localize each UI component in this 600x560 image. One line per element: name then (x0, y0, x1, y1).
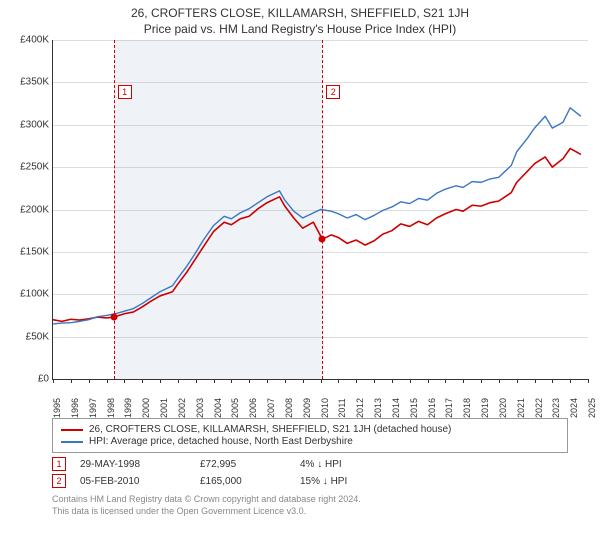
x-axis-label: 2019 (480, 398, 490, 418)
legend-label: HPI: Average price, detached house, Nort… (89, 436, 353, 447)
x-axis-label: 2003 (195, 398, 205, 418)
y-axis-label: £0 (3, 374, 49, 385)
x-axis-label: 2015 (409, 398, 419, 418)
footnote-price: £72,995 (200, 459, 300, 470)
x-axis-label: 2018 (462, 398, 472, 418)
credits-line: This data is licensed under the Open Gov… (52, 506, 588, 518)
y-axis-label: £150K (3, 246, 49, 257)
x-axis-label: 2024 (569, 398, 579, 418)
x-axis-label: 2005 (230, 398, 240, 418)
legend-swatch (61, 429, 83, 431)
footnote-price: £165,000 (200, 476, 300, 487)
x-axis-label: 2013 (373, 398, 383, 418)
legend-item: 26, CROFTERS CLOSE, KILLAMARSH, SHEFFIEL… (61, 424, 559, 435)
x-axis-label: 2022 (534, 398, 544, 418)
x-tick (588, 379, 589, 383)
y-axis-label: £300K (3, 119, 49, 130)
x-axis-label: 2011 (337, 398, 347, 417)
y-axis-label: £50K (3, 331, 49, 342)
credits: Contains HM Land Registry data © Crown c… (52, 494, 588, 517)
marker-line (322, 40, 323, 379)
x-axis-label: 2002 (177, 398, 187, 418)
x-axis-label: 2006 (248, 398, 258, 418)
x-axis-label: 2001 (159, 398, 169, 418)
x-axis-label: 1999 (123, 398, 133, 418)
credits-line: Contains HM Land Registry data © Crown c… (52, 494, 588, 506)
footnote-row: 1 29-MAY-1998£72,9954% ↓ HPI (52, 457, 600, 471)
footnote-date: 29-MAY-1998 (80, 459, 200, 470)
footnote-pct: 15% ↓ HPI (300, 476, 370, 487)
footnote-row: 2 05-FEB-2010£165,00015% ↓ HPI (52, 474, 600, 488)
x-axis-label: 2010 (320, 398, 330, 418)
y-axis-label: £250K (3, 162, 49, 173)
x-axis-label: 2020 (498, 398, 508, 418)
x-axis-label: 2021 (516, 398, 526, 418)
footnotes: 1 29-MAY-1998£72,9954% ↓ HPI 2 05-FEB-2010£… (0, 457, 600, 488)
x-axis-label: 2009 (302, 398, 312, 418)
marker-dot (110, 314, 117, 321)
footnote-marker: 1 (52, 457, 66, 471)
footnote-marker: 2 (52, 474, 66, 488)
x-axis-label: 2012 (355, 398, 365, 418)
plot-region: £0£50K£100K£150K£200K£250K£300K£350K£400… (52, 40, 588, 380)
chart-subtitle: Price paid vs. HM Land Registry's House … (0, 20, 600, 40)
marker-dot (319, 236, 326, 243)
x-axis-label: 2007 (266, 398, 276, 418)
legend-swatch (61, 441, 83, 443)
x-axis-label: 2016 (427, 398, 437, 418)
y-axis-label: £200K (3, 204, 49, 215)
x-axis-label: 1997 (88, 398, 98, 418)
y-axis-label: £400K (3, 35, 49, 46)
footnote-pct: 4% ↓ HPI (300, 459, 370, 470)
legend-label: 26, CROFTERS CLOSE, KILLAMARSH, SHEFFIEL… (89, 424, 451, 435)
x-axis-label: 1995 (52, 398, 62, 418)
x-axis-labels: 1995199619971998199920002001200220032004… (52, 382, 588, 412)
series-line-hpi (53, 108, 581, 324)
footnote-date: 05-FEB-2010 (80, 476, 200, 487)
marker-label: 2 (326, 85, 340, 99)
marker-line (114, 40, 115, 379)
x-axis-label: 2004 (213, 398, 223, 418)
x-axis-label: 2008 (284, 398, 294, 418)
x-axis-label: 2017 (444, 398, 454, 418)
legend-item: HPI: Average price, detached house, Nort… (61, 436, 559, 447)
x-axis-label: 1998 (106, 398, 116, 418)
x-axis-label: 2000 (141, 398, 151, 418)
x-axis-label: 2014 (391, 398, 401, 418)
chart-area: £0£50K£100K£150K£200K£250K£300K£350K£400… (52, 40, 588, 410)
chart-container: 26, CROFTERS CLOSE, KILLAMARSH, SHEFFIEL… (0, 0, 600, 560)
chart-title: 26, CROFTERS CLOSE, KILLAMARSH, SHEFFIEL… (0, 0, 600, 20)
legend: 26, CROFTERS CLOSE, KILLAMARSH, SHEFFIEL… (52, 418, 568, 453)
x-axis-label: 2023 (551, 398, 561, 418)
x-axis-label: 1996 (70, 398, 80, 418)
x-axis-label: 2025 (587, 398, 597, 418)
marker-label: 1 (118, 85, 132, 99)
line-plot-svg (53, 40, 588, 379)
y-axis-label: £350K (3, 77, 49, 88)
y-axis-label: £100K (3, 289, 49, 300)
